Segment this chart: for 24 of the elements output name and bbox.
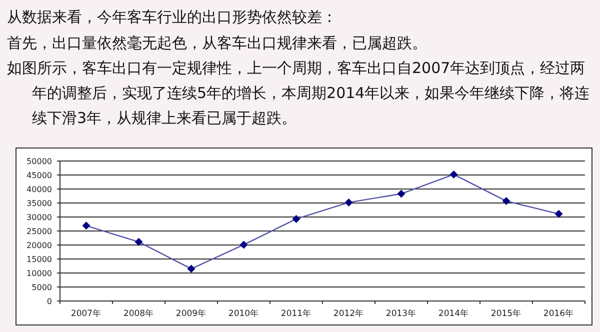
y-tick-label: 0: [46, 297, 52, 306]
x-tick-label: 2008年: [123, 308, 154, 319]
y-tick-label: 15000: [26, 255, 52, 264]
y-tick-label: 35000: [26, 199, 52, 208]
x-tick-label: 2016年: [543, 308, 574, 319]
text: 首先，出口量依然毫无起色，从客车出口规律来看，已属超跌。: [7, 33, 428, 54]
y-tick-label: 10000: [26, 269, 52, 278]
y-tick-label: 25000: [26, 227, 52, 236]
y-tick-label: 5000: [32, 283, 52, 292]
x-tick-label: 2009年: [176, 308, 207, 319]
y-tick-label: 50000: [26, 157, 52, 166]
x-tick-label: 2014年: [438, 308, 470, 319]
y-tick-label: 45000: [26, 171, 52, 180]
x-tick-label: 2010年: [228, 308, 260, 319]
x-tick-label: 2011年: [280, 308, 312, 319]
title: 从数据来看，今年客车行业的出口形势依然较差：: [7, 7, 338, 28]
y-tick-label: 20000: [26, 241, 52, 250]
text: 如图所示，客车出口有一定规律性，上一个周期，客车出口自2007年达到顶点，经过两年的调整后，实现了连续5年的增长，本周期2014年以来，如果今年继续下降，将连续下滑3年，从规律上来看已属于超跌。: [7, 58, 591, 129]
y-tick-label: 30000: [26, 213, 52, 222]
y-tick-label: 40000: [26, 185, 52, 194]
x-tick-label: 2007年: [70, 308, 102, 319]
x-tick-label: 2012年: [333, 308, 364, 319]
x-tick-label: 2015年: [490, 308, 522, 319]
x-tick-label: 2013年: [386, 308, 417, 319]
